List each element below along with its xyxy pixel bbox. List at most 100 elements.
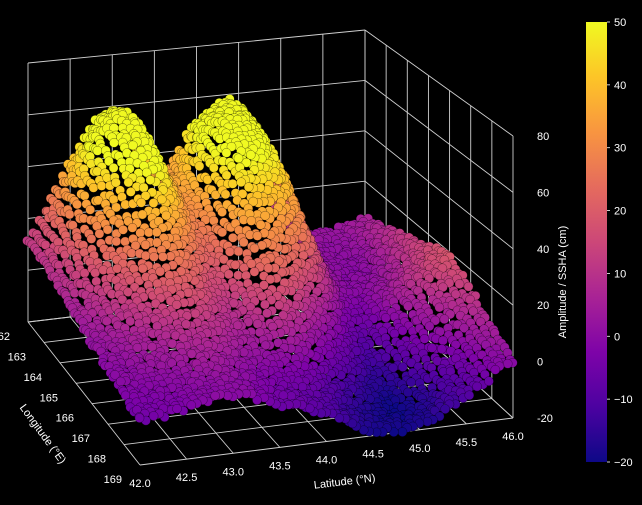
colorbar-tick-label: −20 xyxy=(614,457,633,469)
data-point xyxy=(224,246,235,257)
y-tick-label: 165 xyxy=(40,392,58,404)
x-tick-label: 46.0 xyxy=(502,431,523,443)
data-point xyxy=(262,308,272,319)
right-wall-gridline-z xyxy=(364,80,514,193)
colorbar-tick-label: 50 xyxy=(614,17,626,29)
colorbar-tick-label: 20 xyxy=(614,206,626,218)
data-point xyxy=(252,319,263,329)
data-point xyxy=(71,270,82,280)
data-point xyxy=(241,157,252,168)
data-point xyxy=(186,400,197,411)
data-point xyxy=(459,323,470,333)
data-point xyxy=(263,263,274,273)
data-point xyxy=(248,196,259,207)
data-point xyxy=(502,358,513,369)
data-point xyxy=(125,187,136,197)
data-point xyxy=(259,280,269,290)
data-point xyxy=(123,287,133,297)
data-point xyxy=(238,237,249,248)
data-point xyxy=(274,300,285,310)
data-point xyxy=(108,163,119,173)
data-point xyxy=(249,243,260,254)
right-wall-gridline-z xyxy=(364,29,514,137)
data-point xyxy=(221,148,232,158)
data-point xyxy=(150,298,161,309)
data-point xyxy=(148,411,159,421)
data-point xyxy=(85,204,96,215)
data-point xyxy=(161,210,171,221)
x-tick-label: 43.5 xyxy=(269,460,290,472)
data-point xyxy=(123,177,134,188)
data-point xyxy=(137,209,148,220)
left-wall-gridline-z xyxy=(27,79,366,116)
data-point xyxy=(230,259,241,270)
data-point xyxy=(156,194,167,205)
data-point xyxy=(233,246,244,257)
data-point xyxy=(217,207,227,217)
data-point xyxy=(454,279,465,289)
data-point xyxy=(137,263,148,274)
data-point xyxy=(236,177,246,188)
data-point xyxy=(221,170,232,181)
data-point xyxy=(102,224,113,235)
data-point xyxy=(86,234,97,244)
colorbar-tick-label: 40 xyxy=(614,80,626,92)
data-point xyxy=(434,302,445,313)
data-point xyxy=(406,377,416,388)
z-tick-label: -20 xyxy=(537,413,553,425)
z-tick-label: 40 xyxy=(537,244,549,256)
colorbar-gradient xyxy=(586,22,607,462)
data-point xyxy=(128,140,138,151)
data-point xyxy=(149,252,159,262)
data-point xyxy=(218,254,229,265)
data-point xyxy=(155,266,166,277)
data-point xyxy=(127,222,138,233)
data-point xyxy=(88,182,99,193)
data-point xyxy=(140,240,151,250)
x-axis-label: Latitude (°N) xyxy=(313,472,376,491)
data-point xyxy=(397,362,408,372)
data-point xyxy=(132,342,143,353)
data-point xyxy=(397,325,408,336)
data-point xyxy=(463,281,474,292)
data-point xyxy=(115,376,126,387)
data-point xyxy=(227,178,238,189)
data-point xyxy=(436,344,447,354)
data-point xyxy=(422,416,433,427)
colorbar-tick-label: −10 xyxy=(614,394,633,406)
x-tick-label: 43.0 xyxy=(223,466,244,478)
data-point xyxy=(246,216,257,226)
y-tick-label: 168 xyxy=(88,454,106,466)
z-tick-label: 0 xyxy=(537,357,543,369)
data-point xyxy=(472,381,482,392)
right-wall-gridline-z xyxy=(364,130,514,250)
data-point xyxy=(111,236,122,247)
data-point xyxy=(158,251,168,262)
data-point xyxy=(243,182,254,192)
data-point xyxy=(439,314,450,325)
data-point xyxy=(252,395,262,405)
data-point xyxy=(140,190,151,201)
data-point xyxy=(249,266,260,277)
data-point xyxy=(79,190,90,201)
colorbar-tick-label: 30 xyxy=(614,143,626,155)
data-point xyxy=(130,240,141,251)
data-point xyxy=(92,145,103,156)
data-point xyxy=(152,237,162,248)
data-point xyxy=(110,369,120,380)
data-point xyxy=(72,199,82,210)
data-point xyxy=(91,276,102,287)
colorbar-tick-label: 10 xyxy=(614,268,626,280)
data-point xyxy=(151,227,162,238)
data-point xyxy=(126,248,137,259)
data-point xyxy=(167,338,178,349)
data-point xyxy=(252,231,263,241)
data-point xyxy=(94,228,105,239)
y-tick-label: 169 xyxy=(104,474,122,486)
data-point xyxy=(334,413,345,424)
data-point xyxy=(438,335,448,346)
data-point xyxy=(484,376,494,387)
right-wall-gridline-z xyxy=(364,180,514,306)
data-point xyxy=(208,162,219,173)
